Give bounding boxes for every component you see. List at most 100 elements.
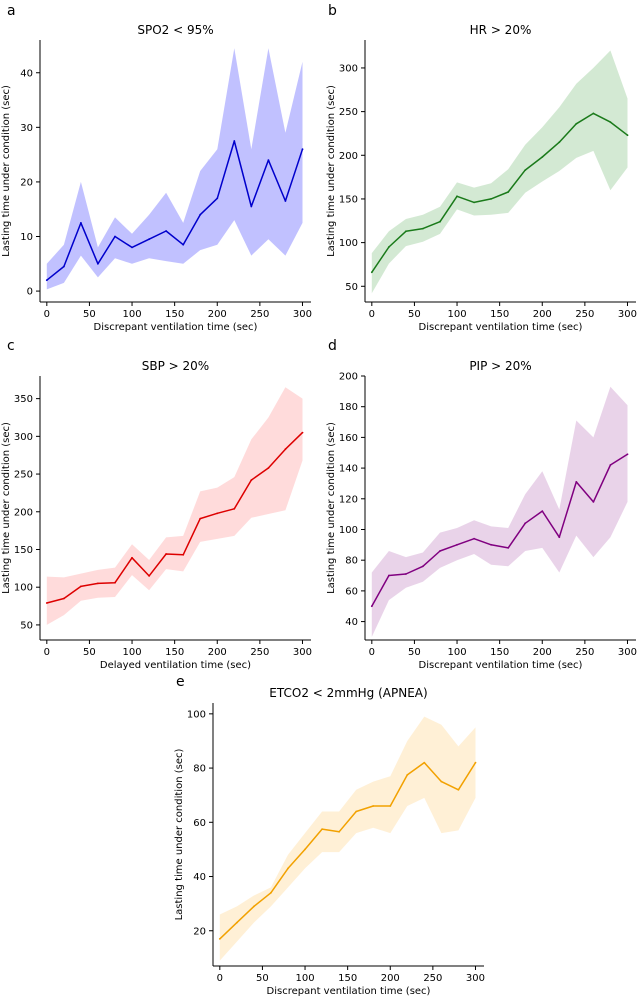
x-axis-label: Discrepant ventilation time (sec): [94, 322, 258, 333]
data-point: [216, 197, 219, 200]
y-tick-label: 300: [14, 432, 33, 443]
data-point: [284, 200, 287, 202]
confidence-band: [371, 50, 628, 294]
x-tick-label: 0: [369, 309, 375, 320]
x-tick-label: 250: [575, 647, 594, 658]
y-axis-label: Lasting time under condition (sec): [1, 422, 12, 594]
panel-c: c SBP > 20% 0 50 100 150 200 250 300 50 100 150 200 2…: [1, 338, 312, 671]
data-point: [370, 271, 373, 274]
data-point: [165, 553, 168, 555]
y-tick-label: 200: [14, 507, 33, 518]
data-point: [250, 205, 253, 208]
data-point: [250, 479, 253, 481]
data-point: [267, 467, 270, 469]
data-point: [182, 553, 185, 556]
data-point: [507, 191, 510, 193]
y-tick-label: 150: [14, 545, 33, 556]
series-line: [46, 432, 304, 604]
x-tick-label: 200: [533, 309, 552, 320]
data-point: [575, 481, 578, 483]
y-tick-label: 250: [339, 107, 358, 118]
panel-letter: b: [328, 3, 337, 19]
data-point: [507, 547, 510, 549]
x-axis-label: Delayed ventilation time (sec): [100, 660, 251, 671]
data-point: [405, 230, 407, 233]
data-point: [372, 805, 375, 807]
confidence-band: [371, 386, 628, 637]
panel-letter: c: [7, 338, 15, 354]
data-point: [558, 141, 561, 144]
data-point: [321, 828, 323, 830]
data-point: [474, 761, 477, 764]
x-tick-label: 150: [165, 309, 184, 320]
data-point: [301, 431, 304, 434]
panel-b: b HR > 20% 0 50 100 150 200 250 300 50 100 150 200 25…: [326, 3, 637, 333]
x-tick-label: 100: [447, 309, 466, 320]
x-tick-label: 0: [369, 647, 375, 658]
y-tick-label: 100: [339, 525, 358, 536]
data-point: [524, 169, 527, 172]
data-point: [80, 222, 82, 224]
y-tick-label: 30: [20, 123, 33, 134]
data-point: [233, 140, 236, 142]
data-point: [199, 213, 202, 216]
data-point: [422, 227, 424, 230]
data-point: [114, 581, 116, 584]
y-tick-label: 10: [20, 232, 33, 243]
data-point: [148, 575, 151, 577]
data-point: [423, 761, 426, 764]
data-point: [575, 122, 578, 125]
data-point: [456, 543, 458, 546]
data-point: [626, 453, 629, 456]
chart-title: ETCO2 < 2mmHg (APNEA): [269, 686, 427, 700]
chart-title: SBP > 20%: [142, 359, 209, 373]
y-tick-label: 350: [14, 394, 33, 405]
x-tick-label: 50: [83, 647, 96, 658]
x-tick-label: 250: [575, 309, 594, 320]
y-tick-label: 120: [339, 494, 358, 505]
data-point: [216, 512, 219, 515]
data-point: [304, 848, 306, 851]
y-axis-label: Lasting time under condition (sec): [1, 85, 12, 257]
x-tick-label: 150: [338, 973, 357, 984]
x-tick-label: 0: [217, 973, 223, 984]
data-point: [45, 602, 48, 604]
x-tick-label: 300: [293, 647, 312, 658]
series-line: [219, 761, 477, 940]
data-point: [558, 536, 561, 539]
x-tick-label: 50: [408, 647, 421, 658]
x-tick-label: 150: [165, 647, 184, 658]
x-axis-label: Discrepant ventilation time (sec): [419, 322, 583, 333]
data-point: [609, 464, 612, 466]
data-point: [439, 550, 441, 552]
data-point: [199, 517, 202, 520]
panel-letter: e: [176, 674, 185, 690]
data-point: [592, 112, 595, 115]
y-tick-label: 180: [339, 402, 358, 413]
series-line: [46, 140, 304, 281]
y-tick-label: 200: [339, 372, 358, 383]
x-tick-label: 100: [122, 309, 141, 320]
data-point: [541, 156, 544, 158]
x-tick-label: 50: [256, 973, 269, 984]
data-point: [63, 597, 65, 600]
data-point: [405, 573, 407, 575]
panel-e: e ETCO2 < 2mmHg (APNEA) 0 50 100 150 200 250 300…: [174, 674, 485, 997]
panel-a: a SPO2 < 95% 0 50 100 150 200 250 300 0 10 20 30 40 Di…: [1, 3, 312, 333]
data-point: [270, 891, 272, 894]
data-point: [131, 556, 133, 559]
x-tick-label: 250: [250, 309, 269, 320]
data-point: [148, 238, 151, 241]
data-point: [592, 501, 595, 503]
x-tick-label: 200: [533, 647, 552, 658]
y-tick-label: 40: [193, 872, 206, 883]
chart-title: PIP > 20%: [469, 359, 531, 373]
data-point: [609, 121, 612, 123]
confidence-band: [46, 48, 303, 290]
data-point: [355, 810, 358, 813]
y-tick-label: 60: [193, 818, 206, 829]
series-line: [371, 453, 628, 607]
y-tick-label: 300: [339, 63, 358, 74]
data-point: [389, 805, 392, 807]
